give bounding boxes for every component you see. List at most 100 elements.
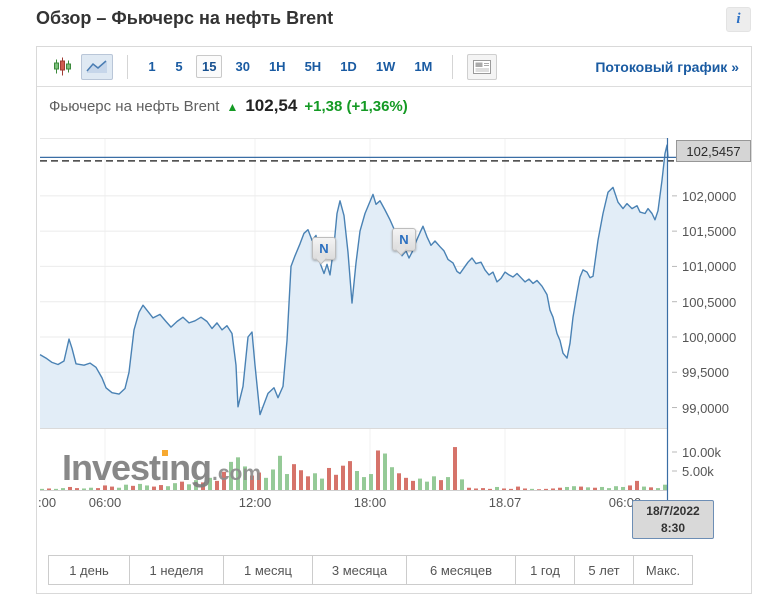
volume-bar	[229, 461, 233, 490]
y-axis-label: 99,0000	[682, 400, 729, 416]
toolbar-separator	[452, 54, 454, 79]
timeframe-button-15[interactable]: 15	[196, 55, 223, 78]
y-axis-label: 102,0000	[682, 188, 737, 204]
volume-bar	[565, 486, 569, 490]
timeframe-button-1W[interactable]: 1W	[370, 55, 402, 78]
info-icon: i	[736, 11, 741, 27]
volume-bar	[369, 474, 373, 490]
range-button-3[interactable]: 3 месяца	[312, 555, 407, 585]
x-axis-label: 06:00	[88, 495, 122, 510]
volume-bar	[404, 477, 408, 490]
volume-bar	[628, 485, 632, 490]
volume-bar	[152, 486, 156, 490]
range-button-5[interactable]: 1 год	[515, 555, 575, 585]
news-marker-2[interactable]: N	[392, 228, 416, 251]
line-chart-icon	[86, 60, 107, 73]
volume-bar	[579, 486, 583, 490]
volume-bar	[173, 483, 177, 490]
volume-bar	[187, 484, 191, 490]
timeframe-button-30[interactable]: 30	[229, 55, 255, 78]
volume-bar	[649, 487, 653, 490]
range-button-7[interactable]: Макс.	[633, 555, 693, 585]
volume-bar	[411, 480, 415, 490]
volume-bar	[614, 486, 618, 490]
price-change: +1,38 (+1,36%)	[304, 98, 407, 115]
volume-bar	[348, 461, 352, 490]
volume-bar	[243, 466, 247, 490]
volume-bar	[397, 473, 401, 490]
crosshair-date-label: 18/7/2022 8:30	[632, 500, 714, 539]
volume-bar	[264, 477, 268, 490]
volume-bar	[278, 455, 282, 490]
timeframe-button-1M[interactable]: 1M	[408, 55, 438, 78]
news-marker-1[interactable]: N	[312, 237, 336, 260]
range-button-4[interactable]: 6 месяцев	[406, 555, 516, 585]
range-button-0[interactable]: 1 день	[48, 555, 130, 585]
range-button-6[interactable]: 5 лет	[574, 555, 634, 585]
volume-bar	[320, 478, 324, 490]
volume-bar	[362, 477, 366, 490]
price-volume-plot	[39, 138, 677, 500]
candlestick-chart-button[interactable]	[49, 54, 76, 80]
volume-bar	[117, 487, 121, 490]
timeframe-button-5[interactable]: 5	[169, 55, 189, 78]
volume-bar	[572, 486, 576, 490]
volume-bar	[215, 480, 219, 490]
y-axis-label: 100,5000	[682, 294, 737, 310]
page-title: Обзор – Фьючерс на нефть Brent	[36, 8, 334, 28]
volume-bar	[495, 486, 499, 490]
volume-bar	[89, 487, 93, 490]
volume-bar	[467, 487, 471, 490]
price-up-arrow-icon: ▲	[226, 100, 239, 114]
volume-bar	[334, 474, 338, 490]
volume-bar	[656, 488, 660, 490]
info-button[interactable]: i	[726, 7, 751, 32]
chart-canvas[interactable]: Investı ng .com 102,5457 18/7/2022 8:30 1…	[38, 131, 751, 591]
streaming-chart-link[interactable]: Потоковый график »	[595, 58, 739, 75]
volume-bar	[292, 464, 296, 490]
volume-bar	[607, 488, 611, 490]
volume-bar	[299, 470, 303, 490]
volume-bar	[481, 488, 485, 490]
volume-bar	[488, 488, 492, 490]
volume-bar	[222, 471, 226, 490]
timeframe-button-1H[interactable]: 1H	[263, 55, 292, 78]
y-axis-label: 101,0000	[682, 259, 737, 275]
volume-bar	[75, 488, 79, 490]
volume-bar	[54, 488, 58, 490]
volume-bar	[439, 480, 443, 490]
volume-bar	[460, 479, 464, 490]
y-axis-label: 99,5000	[682, 365, 729, 381]
timeframe-button-1D[interactable]: 1D	[334, 55, 363, 78]
crosshair-time: 8:30	[660, 521, 686, 535]
line-chart-button[interactable]	[81, 53, 113, 80]
range-button-2[interactable]: 1 месяц	[223, 555, 313, 585]
chart-widget: 1 5 15 30 1H 5H 1D 1W 1M Потоковый график » Фьюч…	[36, 46, 752, 594]
volume-bar	[474, 488, 478, 490]
volume-bar	[418, 478, 422, 490]
volume-bar	[621, 486, 625, 490]
volume-bar	[110, 486, 114, 490]
volume-bar	[509, 488, 513, 490]
volume-bar	[250, 475, 254, 490]
price-line	[39, 144, 669, 416]
timeframe-button-5H[interactable]: 5H	[299, 55, 328, 78]
volume-bar	[145, 485, 149, 490]
volume-bar	[502, 488, 506, 490]
volume-bar	[432, 476, 436, 490]
volume-bar	[558, 487, 562, 490]
timeframe-button-1[interactable]: 1	[142, 55, 162, 78]
volume-bar	[103, 485, 107, 490]
volume-bar	[285, 474, 289, 490]
change-percent: (+1,36%)	[346, 98, 408, 115]
range-button-1[interactable]: 1 неделя	[129, 555, 224, 585]
volume-axis-label: 10.00k	[682, 445, 722, 460]
volume-axis-label: 5.00k	[682, 464, 714, 479]
volume-bar	[257, 472, 261, 490]
volume-bar	[642, 486, 646, 490]
news-button[interactable]	[467, 53, 498, 80]
volume-bar	[180, 481, 184, 490]
x-axis-label: 18:00	[353, 495, 387, 510]
volume-bar	[236, 457, 240, 490]
